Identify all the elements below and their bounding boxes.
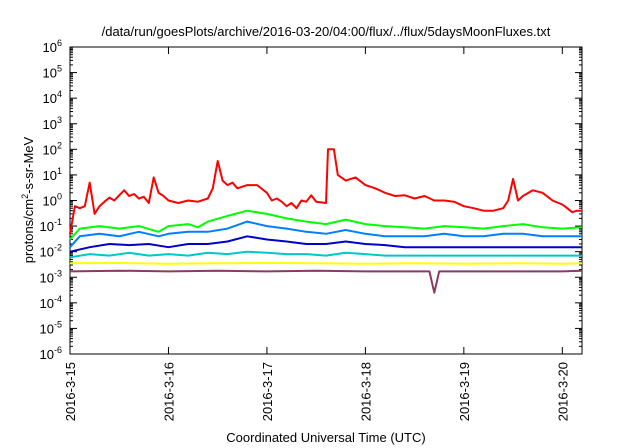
- y-tick-label-base: 10: [40, 270, 54, 285]
- y-tick-label-exp: 0: [57, 192, 62, 202]
- y-tick-label-exp: -3: [54, 268, 62, 278]
- y-axis-label-main: protons/cm: [21, 199, 36, 263]
- y-tick-label-base: 10: [43, 40, 57, 55]
- y-tick-label-exp: -2: [54, 243, 62, 253]
- y-tick-label-exp: -1: [54, 217, 62, 227]
- y-tick-label-base: 10: [40, 321, 54, 336]
- y-tick-label-exp: 6: [57, 38, 62, 48]
- y-tick-label: 102: [43, 140, 62, 157]
- y-tick-label-base: 10: [43, 66, 57, 81]
- y-tick-label-exp: -5: [54, 319, 62, 329]
- y-tick-label-base: 10: [43, 91, 57, 106]
- series-line-2: [69, 209, 583, 241]
- y-tick-label-base: 10: [43, 142, 57, 157]
- y-tick-label: 10-1: [40, 217, 62, 234]
- y-tick-label-exp: 4: [57, 89, 62, 99]
- series-line-5: [69, 250, 582, 259]
- y-tick-label-base: 10: [40, 245, 54, 260]
- y-tick-label-base: 10: [40, 347, 54, 362]
- series-line-3: [69, 220, 582, 248]
- x-tick-label: 2016-3-17: [260, 362, 275, 421]
- x-tick-label: 2016-3-15: [63, 362, 78, 421]
- series-line-7: [69, 269, 583, 294]
- y-axis-label-sup: 2: [20, 194, 30, 199]
- y-tick-label-base: 10: [43, 117, 57, 132]
- y-tick-label-base: 10: [40, 296, 54, 311]
- x-tick-label: 2016-3-18: [358, 362, 373, 421]
- y-tick-label: 10-6: [40, 345, 62, 362]
- y-tick-label-exp: -6: [54, 345, 62, 355]
- y-axis: 10-610-510-410-310-210-11001011021031041…: [40, 38, 582, 362]
- y-tick-label-base: 10: [40, 219, 54, 234]
- y-tick-label-base: 10: [43, 168, 57, 183]
- y-tick-label: 10-3: [40, 268, 62, 285]
- y-tick-label: 104: [43, 89, 62, 106]
- x-tick-label: 2016-3-16: [161, 362, 176, 421]
- y-tick-label: 103: [43, 115, 62, 132]
- y-tick-label-exp: 2: [57, 140, 62, 150]
- series-line-4: [69, 235, 582, 253]
- x-tick-label: 2016-3-20: [555, 362, 570, 421]
- y-tick-label: 10-2: [40, 243, 62, 260]
- series-line-6: [69, 262, 583, 265]
- y-tick-label-exp: 1: [57, 166, 62, 176]
- y-tick-label: 101: [43, 166, 62, 183]
- y-tick-label: 106: [43, 38, 62, 55]
- y-tick-label: 100: [43, 192, 62, 209]
- series-line-1: [69, 148, 582, 234]
- x-axis: 2016-3-15 2016-3-16 2016-3-17 2016-3-18 2016…: [63, 47, 570, 421]
- chart-title: /data/run/goesPlots/archive/2016-03-20/0…: [102, 24, 551, 39]
- y-tick-label-exp: 3: [57, 115, 62, 125]
- x-axis-label: Coordinated Universal Time (UTC): [226, 430, 425, 445]
- y-tick-label-exp: 5: [57, 64, 62, 74]
- x-tick-label: 2016-3-19: [457, 362, 472, 421]
- y-tick-label: 10-4: [40, 294, 62, 311]
- y-tick-label-base: 10: [43, 194, 57, 209]
- y-tick-label: 10-5: [40, 319, 62, 336]
- y-axis-label: protons/cm2-s-sr-MeV: [20, 136, 36, 263]
- y-tick-label-exp: -4: [54, 294, 62, 304]
- series-group: [69, 148, 583, 294]
- y-axis-label-tail: -s-sr-MeV: [21, 136, 36, 193]
- y-tick-label: 105: [43, 64, 62, 81]
